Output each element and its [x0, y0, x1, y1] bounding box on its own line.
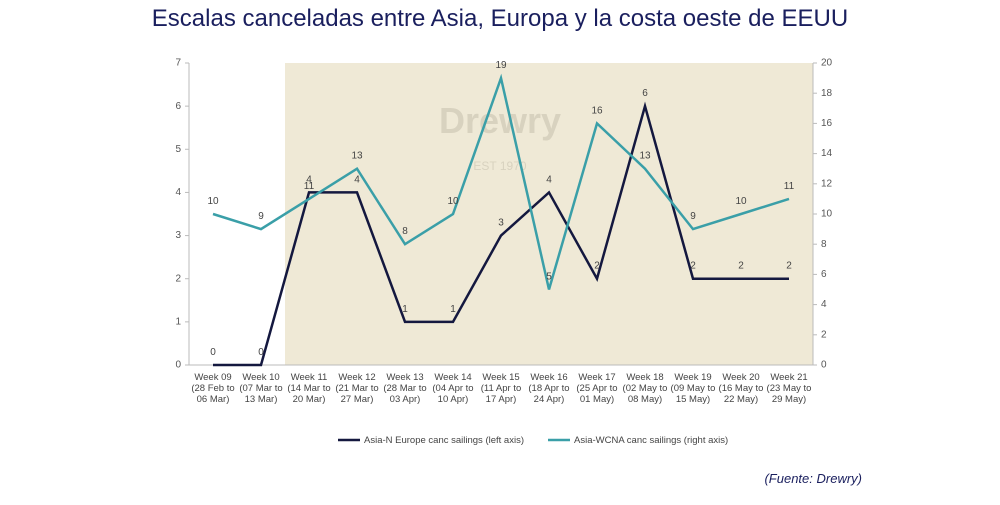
- x-tick-label: 15 May): [676, 394, 710, 405]
- x-tick-label: 22 May): [724, 394, 758, 405]
- x-tick-label: 20 Mar): [293, 394, 326, 405]
- data-label: 4: [306, 174, 312, 185]
- x-tick-label: 17 Apr): [486, 394, 517, 405]
- watermark: Drewry: [439, 100, 561, 141]
- x-tick-label: Week 19: [674, 372, 711, 383]
- y-tick-label: 3: [175, 230, 181, 241]
- x-tick-label: 13 Mar): [245, 394, 278, 405]
- data-label: 4: [546, 174, 552, 185]
- data-label: 10: [735, 196, 747, 207]
- x-tick-label: (04 Apr to: [432, 383, 473, 394]
- data-label: 2: [690, 261, 696, 272]
- legend-label: Asia-WCNA canc sailings (right axis): [574, 435, 728, 446]
- data-label: 1: [450, 304, 456, 315]
- data-label: 13: [639, 151, 651, 162]
- legend-label: Asia-N Europe canc sailings (left axis): [364, 435, 524, 446]
- x-tick-label: 01 May): [580, 394, 614, 405]
- x-tick-label: Week 13: [386, 372, 423, 383]
- x-tick-label: 29 May): [772, 394, 806, 405]
- x-tick-label: Week 10: [242, 372, 279, 383]
- data-label: 2: [594, 261, 600, 272]
- y-tick-label: 7: [175, 58, 181, 69]
- data-label: 8: [402, 226, 408, 237]
- data-label: 1: [402, 304, 408, 315]
- y2-tick-label: 8: [821, 239, 827, 250]
- x-tick-label: (28 Feb to: [191, 383, 234, 394]
- x-tick-label: Week 11: [291, 372, 328, 383]
- x-tick-label: Week 21: [770, 372, 807, 383]
- data-label: 6: [642, 88, 648, 99]
- y2-tick-label: 4: [821, 299, 827, 310]
- data-label: 2: [786, 261, 792, 272]
- x-tick-label: (25 Apr to: [576, 383, 617, 394]
- x-tick-label: (16 May to: [719, 383, 764, 394]
- data-label: 3: [498, 218, 504, 229]
- x-tick-label: (28 Mar to: [383, 383, 426, 394]
- data-label: 2: [738, 261, 744, 272]
- data-label: 11: [784, 181, 795, 192]
- data-label: 13: [351, 151, 363, 162]
- x-tick-label: Week 16: [530, 372, 567, 383]
- data-label: 4: [354, 174, 360, 185]
- y-tick-label: 6: [175, 101, 181, 112]
- y-tick-label: 5: [175, 144, 181, 155]
- x-tick-label: (21 Mar to: [335, 383, 378, 394]
- x-tick-label: 06 Mar): [197, 394, 230, 405]
- data-label: 9: [690, 211, 696, 222]
- x-tick-label: Week 18: [626, 372, 663, 383]
- source: (Fuente: Drewry): [764, 471, 862, 486]
- x-tick-label: Week 09: [194, 372, 231, 383]
- x-tick-label: 03 Apr): [390, 394, 421, 405]
- data-label: 11: [304, 181, 315, 192]
- data-label: 10: [207, 196, 219, 207]
- y-tick-label: 2: [175, 273, 181, 284]
- data-label: 9: [258, 211, 264, 222]
- chart-title: Escalas canceladas entre Asia, Europa y …: [152, 5, 848, 32]
- x-tick-label: Week 20: [722, 372, 759, 383]
- data-label: 0: [258, 347, 264, 358]
- x-tick-label: (23 May to: [767, 383, 812, 394]
- x-tick-label: (14 Mar to: [287, 383, 330, 394]
- y-tick-label: 1: [175, 316, 181, 327]
- x-tick-label: (07 Mar to: [239, 383, 282, 394]
- x-tick-label: Week 15: [482, 372, 519, 383]
- series-line: [212, 73, 790, 290]
- y2-tick-label: 20: [821, 58, 833, 69]
- x-tick-label: 27 Mar): [341, 394, 374, 405]
- x-tick-label: (02 May to: [623, 383, 668, 394]
- x-tick-label: Week 17: [578, 372, 615, 383]
- y2-tick-label: 10: [821, 209, 833, 220]
- watermark: EST 1970: [473, 159, 526, 173]
- y2-tick-label: 12: [821, 178, 833, 189]
- y2-tick-label: 2: [821, 329, 827, 340]
- x-tick-label: 24 Apr): [534, 394, 565, 405]
- x-tick-label: (18 Apr to: [528, 383, 569, 394]
- x-tick-label: Week 12: [338, 372, 375, 383]
- data-label: 19: [495, 60, 507, 71]
- series-line: [213, 101, 789, 367]
- x-tick-label: Week 14: [434, 372, 471, 383]
- x-tick-label: 08 May): [628, 394, 662, 405]
- y2-tick-label: 16: [821, 118, 833, 129]
- y2-tick-label: 18: [821, 88, 833, 99]
- x-tick-label: 10 Apr): [438, 394, 469, 405]
- data-label: 5: [546, 272, 552, 283]
- data-label: 10: [447, 196, 459, 207]
- data-label: 0: [210, 347, 216, 358]
- y-tick-label: 0: [175, 360, 181, 371]
- x-tick-label: (09 May to: [671, 383, 716, 394]
- x-tick-label: (11 Apr to: [481, 383, 522, 394]
- y-tick-label: 4: [175, 187, 181, 198]
- data-label: 16: [591, 105, 603, 116]
- y2-tick-label: 14: [821, 148, 833, 159]
- y2-tick-label: 0: [821, 360, 827, 371]
- y2-tick-label: 6: [821, 269, 827, 280]
- highlight-area: [285, 63, 813, 365]
